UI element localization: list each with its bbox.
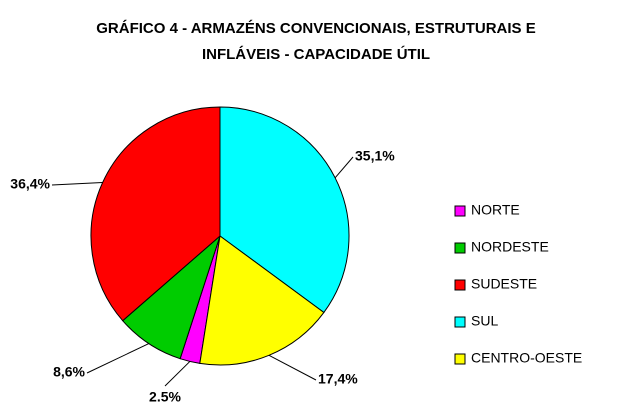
legend-label: SUL (471, 313, 498, 329)
data-label: 2.5% (149, 389, 181, 405)
data-label: 17,4% (318, 371, 358, 387)
legend-label: NORDESTE (471, 239, 549, 255)
leader-line (334, 156, 354, 179)
legend-swatch (454, 242, 466, 254)
legend-label: SUDESTE (471, 276, 537, 292)
data-label: 36,4% (10, 176, 50, 192)
pie-slice (199, 235, 325, 366)
pie-slice (219, 106, 350, 314)
legend-swatch (454, 279, 466, 291)
legend-swatch (454, 353, 466, 365)
legend-swatch (454, 316, 466, 328)
chart-title: INFLÁVEIS - CAPACIDADE ÚTIL (202, 45, 430, 63)
leader-line (51, 182, 103, 186)
data-label: 35,1% (355, 148, 395, 164)
legend-label: CENTRO-OESTE (471, 350, 582, 366)
data-label: 8,6% (53, 364, 85, 380)
legend-swatch (454, 205, 466, 217)
leader-line (164, 361, 191, 387)
leader-line (86, 343, 150, 374)
legend-label: NORTE (471, 202, 520, 218)
chart-title: GRÁFICO 4 - ARMAZÉNS CONVENCIONAIS, ESTR… (96, 20, 535, 37)
leader-line (268, 354, 317, 381)
